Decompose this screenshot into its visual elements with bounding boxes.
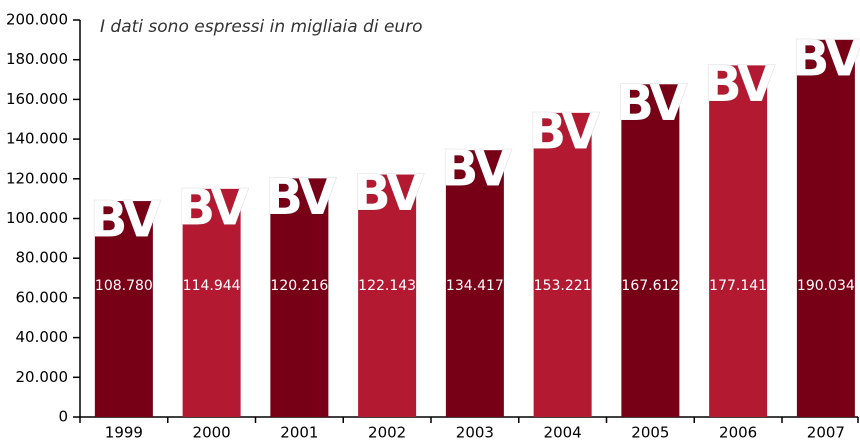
logo: BV — [265, 168, 337, 226]
value-label: 167.612 — [621, 278, 679, 294]
value-label: 108.780 — [95, 278, 153, 294]
x-tick-label: 2002 — [368, 424, 406, 441]
bar — [621, 84, 680, 418]
x-tick-label: 2004 — [544, 424, 582, 441]
value-label: 114.944 — [183, 278, 241, 294]
x-tick-label: 2000 — [193, 424, 231, 441]
bar — [182, 188, 241, 417]
logo: BV — [440, 140, 512, 198]
y-tick-label: 40.000 — [16, 328, 69, 346]
y-tick-label: 140.000 — [6, 130, 68, 148]
bar — [533, 112, 592, 417]
y-tick-label: 160.000 — [6, 90, 68, 108]
y-tick-label: 20.000 — [16, 368, 69, 386]
bar — [358, 174, 417, 417]
logo: BV — [528, 102, 600, 160]
y-tick-label: 80.000 — [16, 249, 69, 267]
value-label: 177.141 — [709, 278, 767, 294]
x-tick-label: 2003 — [456, 424, 494, 441]
y-tick-label: 180.000 — [6, 50, 68, 68]
logo: BV — [616, 74, 688, 132]
y-tick-label: 0 — [58, 408, 68, 426]
value-label: 153.221 — [534, 278, 592, 294]
chart-subtitle: I dati sono espressi in migliaia di euro — [100, 17, 423, 37]
logo: BV — [353, 164, 425, 222]
logo: BV — [704, 55, 776, 113]
bar — [94, 201, 153, 417]
value-label: 122.143 — [358, 278, 416, 294]
bar — [796, 39, 855, 418]
y-tick-label: 120.000 — [6, 169, 68, 187]
y-tick-label: 60.000 — [16, 288, 69, 306]
logo: BV — [791, 29, 860, 87]
value-label: 134.417 — [446, 278, 504, 294]
x-tick-label: 2006 — [719, 424, 757, 441]
value-label: 120.216 — [270, 278, 328, 294]
logo: BV — [177, 178, 249, 236]
y-tick-label: 100.000 — [6, 209, 68, 227]
x-tick-label: 2007 — [807, 424, 845, 441]
value-label: 190.034 — [797, 278, 855, 294]
x-tick-label: 2005 — [631, 424, 669, 441]
x-tick-label: 1999 — [105, 424, 143, 441]
bar — [709, 65, 768, 417]
y-tick-label: 200.000 — [6, 11, 68, 29]
bar — [270, 178, 329, 417]
x-tick-label: 2001 — [280, 424, 318, 441]
bar — [445, 150, 504, 417]
logo: BV — [89, 191, 161, 249]
